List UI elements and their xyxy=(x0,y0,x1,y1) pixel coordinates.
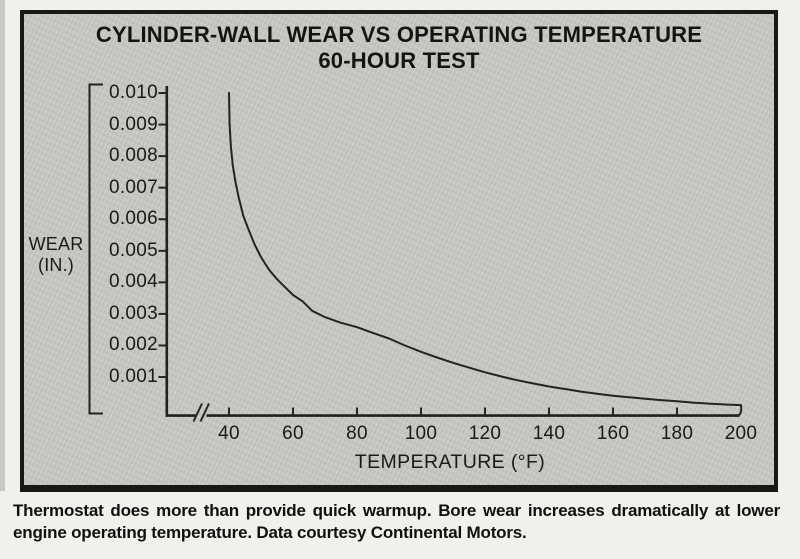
x-tick-label: 80 xyxy=(346,423,368,444)
y-tick-label: 0.008 xyxy=(108,145,158,167)
scan-edge-strip xyxy=(0,0,5,491)
x-tick-label: 200 xyxy=(724,423,758,444)
y-tick-label: 0.004 xyxy=(108,271,158,293)
y-axis-unit-label: WEAR (IN.) xyxy=(24,234,88,276)
chart-title-line2: 60-HOUR TEST xyxy=(318,48,480,73)
caption-text: Thermostat does more than provide quick … xyxy=(13,501,780,542)
x-tick-label: 160 xyxy=(596,423,630,444)
x-tick-label: 120 xyxy=(468,423,502,444)
y-tick-label: 0.003 xyxy=(108,302,158,324)
y-axis-unit-line1: WEAR xyxy=(28,234,84,254)
x-tick-label: 140 xyxy=(532,423,566,444)
y-axis-unit-line2: (IN.) xyxy=(38,255,74,275)
y-tick-label: 0.009 xyxy=(108,113,158,135)
chart-title-line1: CYLINDER-WALL WEAR VS OPERATING TEMPERAT… xyxy=(95,22,703,47)
y-tick-label: 0.005 xyxy=(108,239,158,261)
y-tick-label: 0.006 xyxy=(108,208,158,230)
y-tick-label: 0.010 xyxy=(108,82,158,103)
x-tick-label: 100 xyxy=(404,423,438,444)
x-tick-label: 40 xyxy=(218,423,240,444)
x-tick-label: 60 xyxy=(282,423,304,444)
y-tick-label: 0.001 xyxy=(108,366,158,388)
x-tick-label: 180 xyxy=(660,423,694,444)
chart-title: CYLINDER-WALL WEAR VS OPERATING TEMPERAT… xyxy=(20,22,778,74)
y-tick-label: 0.007 xyxy=(108,176,158,198)
y-tick-label: 0.002 xyxy=(108,334,158,356)
x-axis-title: TEMPERATURE (°F) xyxy=(354,451,546,473)
